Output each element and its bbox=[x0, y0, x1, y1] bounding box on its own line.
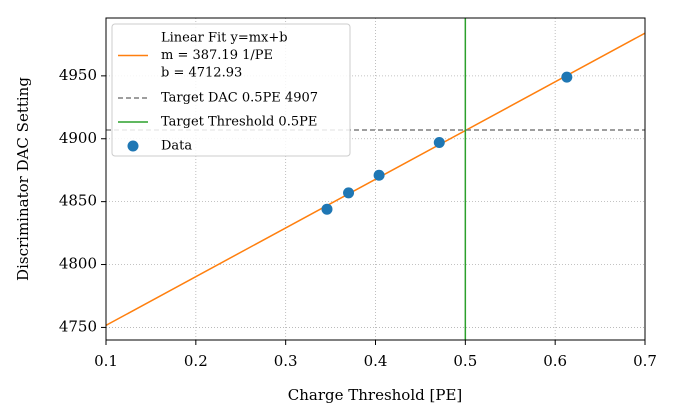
legend-label: Linear Fit y=mx+b bbox=[161, 31, 288, 46]
data-point bbox=[373, 169, 385, 181]
legend-label: m = 387.19 1/PE bbox=[161, 48, 273, 63]
x-tick-label: 0.3 bbox=[274, 352, 298, 370]
data-point bbox=[343, 187, 355, 199]
x-tick-label: 0.2 bbox=[184, 352, 208, 370]
y-tick-label: 4800 bbox=[59, 255, 97, 273]
legend-label: Data bbox=[161, 139, 192, 154]
legend-label: Target DAC 0.5PE 4907 bbox=[161, 91, 318, 106]
data-point bbox=[321, 203, 333, 215]
x-tick-label: 0.1 bbox=[94, 352, 118, 370]
x-tick-label: 0.5 bbox=[453, 352, 477, 370]
x-tick-label: 0.6 bbox=[543, 352, 567, 370]
plot-frame bbox=[105, 17, 646, 341]
legend-label: b = 4712.93 bbox=[161, 66, 242, 81]
legend-box bbox=[111, 23, 351, 157]
data-point bbox=[561, 71, 573, 83]
x-tick-label: 0.4 bbox=[364, 352, 388, 370]
y-tick-label: 4750 bbox=[59, 317, 97, 335]
y-tick-label: 4900 bbox=[59, 129, 97, 147]
legend: Linear Fit y=mx+b m = 387.19 1/PE b = 4712… bbox=[111, 23, 351, 157]
x-tick-label: 0.7 bbox=[633, 352, 657, 370]
y-tick-label: 4950 bbox=[59, 66, 97, 84]
y-axis-label: Discriminator DAC Setting bbox=[14, 77, 32, 281]
x-axis-label: Charge Threshold [PE] bbox=[288, 386, 463, 404]
legend-label: Target Threshold 0.5PE bbox=[161, 115, 317, 130]
data-point bbox=[433, 137, 445, 149]
y-tick-label: 4850 bbox=[59, 192, 97, 210]
legend-marker bbox=[127, 140, 139, 152]
